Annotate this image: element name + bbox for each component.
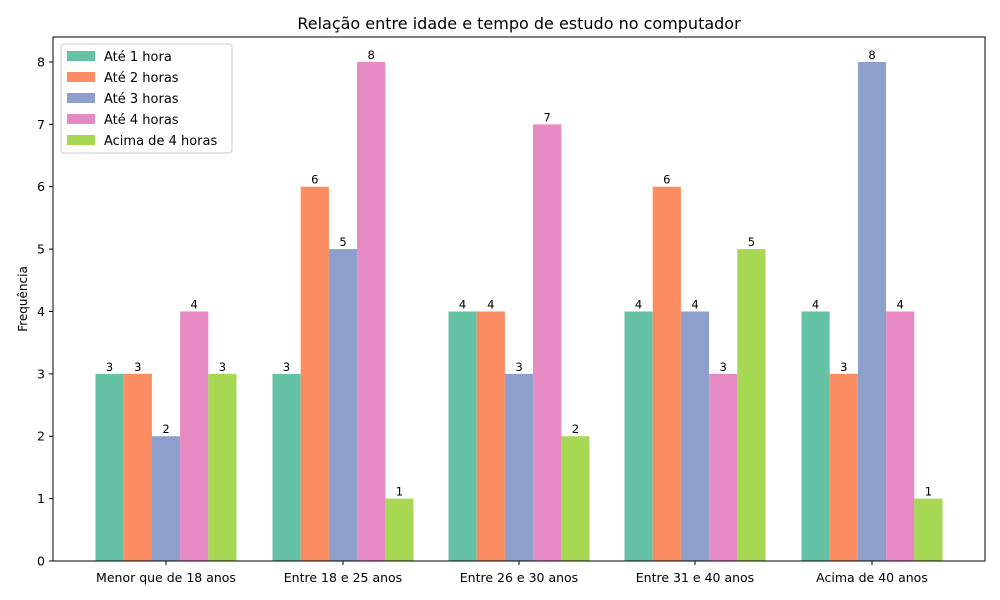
y-tick-label: 5 [37, 242, 45, 257]
bar-3-5 [857, 61, 887, 561]
legend: Até 1 hora Até 2 horas Até 3 horas Até 4 ho… [60, 43, 233, 154]
x-tick-label: Entre 31 e 40 anos [636, 570, 754, 585]
bar-value-label: 3 [720, 360, 727, 374]
bar-value-label: 4 [812, 297, 819, 311]
bar-3-1 [151, 436, 181, 561]
bar-1-4 [624, 311, 653, 561]
legend-label: Até 4 horas [104, 113, 179, 128]
bar-value-label: 3 [134, 360, 141, 374]
legend-swatch [67, 51, 95, 61]
bar-value-label: 7 [544, 110, 551, 124]
bar-value-label: 2 [162, 422, 169, 436]
bar-value-label: 3 [840, 360, 847, 374]
chart-title: Relação entre idade e tempo de estudo no… [297, 14, 741, 33]
bar-value-label: 4 [191, 297, 198, 311]
y-axis-label: Frequência [16, 266, 30, 332]
bar-value-label: 8 [368, 48, 375, 62]
bar-value-label: 4 [691, 297, 698, 311]
bar-value-label: 2 [572, 422, 579, 436]
bar-value-label: 3 [283, 360, 290, 374]
bar-3-4 [680, 311, 710, 561]
bar-value-label: 4 [459, 297, 466, 311]
bar-3-3 [504, 373, 534, 561]
bar-value-label: 3 [515, 360, 522, 374]
y-tick-label: 4 [37, 304, 45, 319]
bar-4-2 [357, 61, 386, 561]
y-tick-label: 2 [37, 429, 45, 444]
x-tick-label: Entre 26 e 30 anos [460, 570, 578, 585]
bar-value-label: 1 [396, 485, 403, 499]
y-tick-label: 0 [37, 554, 45, 569]
x-tick-label: Entre 18 e 25 anos [284, 570, 402, 585]
legend-swatch [67, 93, 95, 103]
bar-5-5 [914, 498, 943, 561]
legend-label: Acima de 4 horas [104, 134, 217, 149]
bar-value-label: 4 [897, 297, 904, 311]
bar-5-1 [208, 373, 237, 561]
bar-4-3 [533, 124, 562, 561]
bar-1-1 [95, 373, 124, 561]
bar-value-label: 5 [748, 235, 755, 249]
bar-4-1 [180, 311, 209, 561]
bar-value-label: 6 [311, 173, 318, 187]
y-tick-label: 8 [37, 54, 45, 69]
bar-2-3 [476, 311, 505, 561]
bar-5-4 [737, 249, 766, 561]
data-labels-group: 3 3 4 4 4 3 6 4 6 3 2 5 3 4 8 4 8 7 3 4 3 1 2 5 1 [106, 48, 932, 499]
y-tick-label: 3 [37, 366, 45, 381]
bar-1-3 [448, 311, 477, 561]
x-tick-label: Menor que de 18 anos [96, 570, 236, 585]
legend-label: Até 2 horas [104, 71, 179, 86]
x-tick-label: Acima de 40 anos [816, 570, 928, 585]
bar-value-label: 4 [487, 297, 494, 311]
bar-2-4 [652, 186, 681, 561]
bar-value-label: 3 [219, 360, 226, 374]
legend-label: Até 3 horas [104, 92, 179, 107]
bar-value-label: 8 [868, 48, 875, 62]
y-axis: 0 1 2 3 4 5 6 7 8 [37, 54, 53, 569]
bar-value-label: 4 [635, 297, 642, 311]
bar-5-2 [385, 498, 414, 561]
bar-2-2 [300, 186, 329, 561]
bars-group [95, 61, 943, 561]
bar-1-5 [801, 311, 830, 561]
legend-swatch [67, 72, 95, 82]
plot-frame [52, 36, 986, 562]
bar-4-4 [709, 373, 738, 561]
bar-3-2 [328, 249, 358, 561]
bar-2-5 [829, 373, 858, 561]
y-tick-label: 1 [37, 491, 45, 506]
bar-4-5 [886, 311, 915, 561]
x-axis: Menor que de 18 anos Entre 18 e 25 anos En… [96, 561, 928, 585]
legend-label: Até 1 hora [104, 50, 172, 65]
bar-value-label: 5 [339, 235, 346, 249]
bar-1-2 [272, 373, 301, 561]
legend-swatch [67, 114, 95, 124]
y-tick-label: 6 [37, 179, 45, 194]
legend-box [60, 43, 233, 154]
bar-5-3 [561, 436, 590, 561]
bar-2-1 [123, 373, 152, 561]
legend-swatch [67, 135, 95, 145]
bar-value-label: 1 [925, 485, 932, 499]
y-tick-label: 7 [37, 117, 45, 132]
bar-value-label: 3 [106, 360, 113, 374]
bar-value-label: 6 [663, 173, 670, 187]
